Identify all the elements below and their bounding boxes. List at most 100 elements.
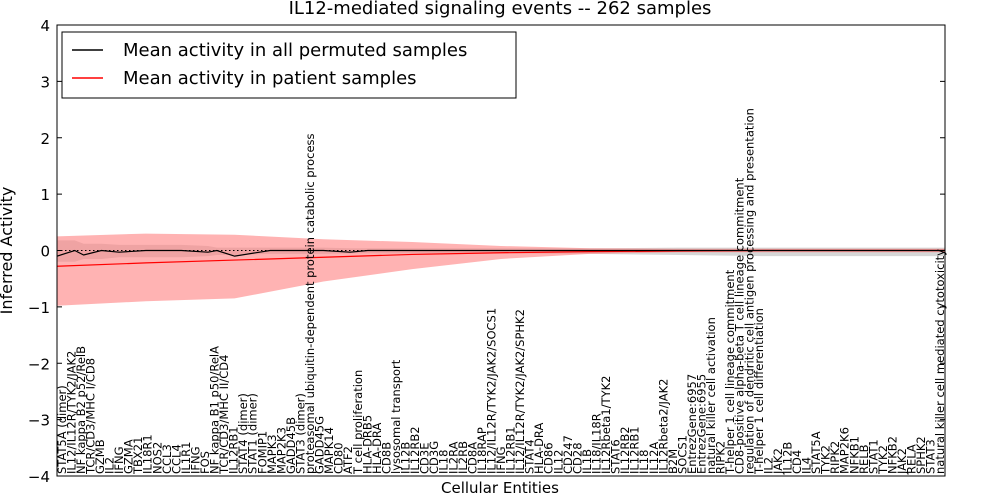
x-tick-label: RIPK2 [828, 441, 842, 474]
y-tick-label: −1 [28, 299, 50, 317]
x-tick-label: IL12B [780, 442, 794, 474]
x-tick-label: TYK2 [876, 445, 890, 475]
x-tick-label: regulation of dendritic cell antigen pro… [742, 108, 756, 474]
x-tick-label: RIPK2 [714, 441, 728, 474]
x-tick-label: IL12B [399, 442, 413, 474]
x-tick-label: IL12/IL12R/TYK2/JAK2/SPHK2 [513, 309, 527, 474]
x-tick-label: GADD45B [284, 417, 298, 474]
x-tick-label: NF kappa B2 p52/RelB [74, 346, 88, 474]
permuted-mean-line [56, 249, 945, 257]
x-tick-label: natural killer cell activation [704, 317, 718, 474]
x-tick-label: B2M [666, 449, 680, 474]
x-tick-label: CD8-positive alpha-beta T cell lineage c… [733, 177, 747, 474]
x-tick-label: HLA-DRB5 [360, 415, 374, 474]
x-tick-label: JAK2 [771, 448, 785, 475]
x-tick-label: IFNG [494, 446, 508, 474]
x-tick-label: IL1B [580, 449, 594, 474]
x-tick-label: IL12RB2 [408, 426, 422, 474]
lines-layer [56, 249, 945, 267]
x-tick-label: JAK2 [895, 448, 909, 475]
patient-band [57, 233, 945, 306]
x-tick-label: CD80 [332, 442, 346, 474]
y-tick-label: −3 [28, 412, 50, 430]
x-tick-label: RELB [857, 444, 871, 474]
x-tick-label: EntrezGene:6955 [695, 374, 709, 474]
x-tick-label: TYK2 [819, 445, 833, 475]
x-tick-label: GZMA [122, 439, 136, 474]
x-tick-label: IL12A [647, 442, 661, 474]
legend-label-patient: Mean activity in patient samples [123, 68, 417, 89]
bands-layer [57, 233, 945, 306]
x-tick-label: SOCS1 [675, 435, 689, 474]
x-tick-label: CD8A [465, 442, 479, 474]
x-tick-label: GADD45G [313, 416, 327, 474]
x-tick-label: NF kappa B1 p50/RelA [208, 346, 222, 474]
x-tick-label: IL2RA [446, 441, 460, 474]
x-tick-label: ATF2 [341, 446, 355, 474]
x-tick-label: CD86 [542, 442, 556, 474]
y-tick-label: 1 [40, 186, 50, 204]
x-tick-label: MAPK14 [322, 427, 336, 474]
x-tick-label: STAT3 [924, 439, 938, 474]
x-tick-label: IFNG [112, 446, 126, 474]
x-tick-label: IL4 [800, 457, 814, 474]
legend-box [61, 31, 517, 99]
x-tick-label: STAT3 (dimer) [293, 393, 307, 474]
x-tick-label: TCR/CD3/MHC I/CD8 [83, 358, 97, 475]
x-tick-label: CD247 [561, 435, 575, 474]
x-tick-label: T-helper 1 cell differentiation [752, 308, 766, 475]
x-tick-label: NFKB2 [885, 436, 899, 474]
y-axis-label: Inferred Activity [0, 187, 16, 315]
x-tick-label: FOMIP1 [255, 431, 269, 474]
x-tick-label: IL12/IL12R/TYK2/JAK2/SOCS1 [484, 308, 498, 474]
y-tick-label: 2 [40, 130, 50, 148]
legend: Mean activity in all permuted samples Mea… [61, 31, 517, 99]
y-tick-label: −4 [28, 468, 50, 486]
y-tick-label: 3 [40, 73, 50, 91]
legend-label-permuted: Mean activity in all permuted samples [123, 40, 467, 61]
x-tick-label: CD28 [570, 442, 584, 474]
x-tick-label: IL18 [637, 450, 651, 474]
x-tick-label: IFNG [188, 446, 202, 474]
x-tick-label: EntrezGene:6957 [685, 374, 699, 474]
x-tick-label: IL12RB1 [504, 426, 518, 474]
x-tick-label: STAT5A (dimer) [55, 385, 69, 474]
y-axis: −4 −3 −2 −1 0 1 2 3 4 [28, 17, 945, 486]
x-tick-label: IL18/IL18R [589, 413, 603, 474]
x-tick-label: IL2 [761, 457, 775, 474]
x-tick-label: T-helper 1 cell lineage commitment [723, 269, 737, 475]
chart-title: IL12-mediated signaling events -- 262 sa… [289, 0, 712, 19]
x-tick-label: GZMB [93, 439, 107, 474]
x-tick-label: MAP2K3 [274, 427, 288, 474]
x-tick-label: CCL4 [169, 444, 183, 474]
x-tick-label: STAT1 (dimer) [246, 393, 260, 474]
x-tick-label: CD4 [790, 450, 804, 474]
x-tick-label: STAT4 (dimer) [236, 393, 250, 474]
x-tick-label: NOS2 [150, 442, 164, 474]
x-tick-label: IL1R1 [179, 442, 193, 474]
x-tick-label: STAT1 [866, 439, 880, 474]
x-tick-label: proteasomal ubiquitin-dependent protein … [303, 133, 317, 474]
x-tick-label: MAP2K6 [838, 427, 852, 474]
x-tick-label: IL2 [103, 457, 117, 474]
x-tick-label: TBX21 [131, 437, 145, 475]
x-tick-label: CD3E [418, 443, 432, 474]
x-tick-label: MAPK3 [265, 434, 279, 474]
x-tick-label: FOS [198, 451, 212, 474]
x-tick-label: natural killer cell mediated cytotoxicit… [933, 249, 947, 474]
x-tick-label: IL2RB [456, 441, 470, 474]
x-tick-label: IL18 [437, 450, 451, 474]
x-tick-label: STAT6 [609, 439, 623, 474]
x-tick-label: IL18RAP [475, 427, 489, 474]
x-tick-label: IL12Rbeta2/JAK2 [656, 379, 670, 474]
x-tick-label: STAT5A [809, 431, 823, 474]
x-tick-label: SPHK2 [914, 436, 928, 474]
x-tick-label: IL12/IL12R/TYK2/JAK2 [64, 351, 78, 474]
x-tick-label: IL12RB1 [227, 426, 241, 474]
x-tick-label: IL12 [551, 450, 565, 474]
x-tick-label: HLA-DRA [370, 423, 384, 474]
x-tick-label: IL12RB2 [618, 426, 632, 474]
